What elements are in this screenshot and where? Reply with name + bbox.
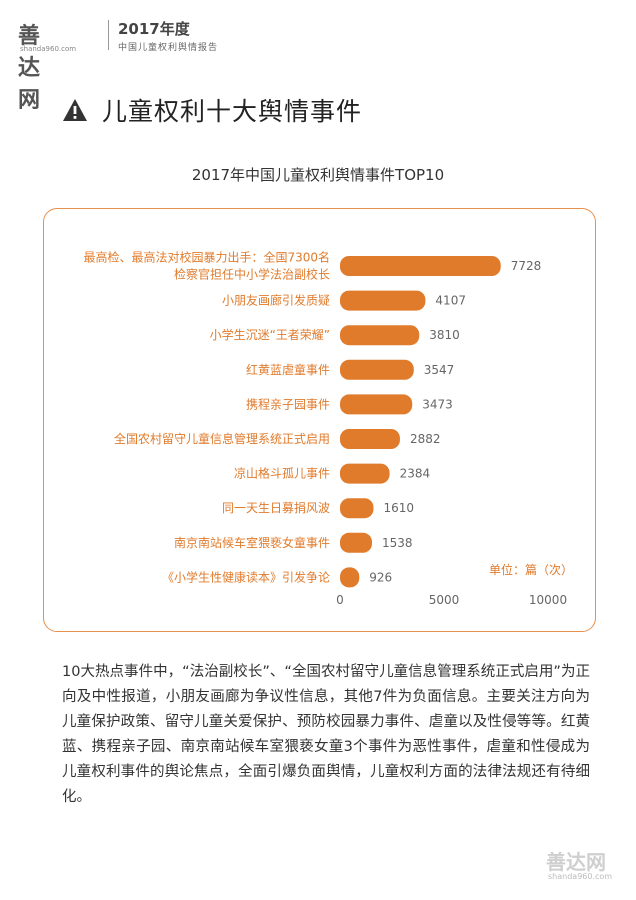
bar xyxy=(340,290,426,311)
value-label: 3810 xyxy=(429,328,460,342)
report-year: 2017年度 xyxy=(118,20,190,38)
category-label: 《小学生性健康读本》引发争论 xyxy=(162,569,330,584)
category-label: 小学生沉迷“王者荣耀” xyxy=(210,327,330,342)
bar xyxy=(340,394,413,415)
header-divider xyxy=(108,20,109,50)
value-label: 4107 xyxy=(435,294,466,308)
value-label: 926 xyxy=(369,570,392,584)
value-label: 3547 xyxy=(424,363,455,377)
footer-logo: 善达网 xyxy=(546,850,606,874)
value-label: 3473 xyxy=(422,397,453,411)
report-subtitle: 中国儿童权利舆情报告 xyxy=(118,43,219,53)
x-tick-label: 5000 xyxy=(429,593,460,607)
unit-label: 单位：篇（次） xyxy=(489,562,573,577)
bar xyxy=(340,532,372,553)
footer-url: shanda960.com xyxy=(548,872,613,881)
category-label: 凉山格斗孤儿事件 xyxy=(234,466,330,481)
bar xyxy=(340,256,501,276)
category-label: 南京南站候车室猥亵女童事件 xyxy=(174,535,330,550)
value-label: 2882 xyxy=(410,432,441,446)
bar xyxy=(340,429,400,449)
bar xyxy=(340,359,414,380)
chart-card xyxy=(43,208,596,632)
category-label: 红黄蓝虐童事件 xyxy=(246,362,330,377)
x-tick-label: 0 xyxy=(336,593,344,607)
value-label: 1610 xyxy=(383,501,414,515)
chart-title: 2017年中国儿童权利舆情事件TOP10 xyxy=(191,166,445,184)
value-label: 1538 xyxy=(382,536,413,550)
summary-paragraph: 10大热点事件中，“法治副校长”、“全国农村留守儿童信息管理系统正式启用”为正向… xyxy=(62,664,590,805)
section-heading: 儿童权利十大舆情事件 xyxy=(62,92,362,128)
brand-logo: 善达网 xyxy=(18,23,42,113)
category-label: 最高检、最高法对校园暴力出手：全国7300名 xyxy=(83,250,330,265)
bar xyxy=(340,498,374,519)
value-label: 7728 xyxy=(511,259,542,273)
brand-url: shanda960.com xyxy=(20,45,77,53)
bar xyxy=(340,567,360,588)
category-label: 小朋友画廊引发质疑 xyxy=(222,293,330,308)
category-label: 同一天生日募捐风波 xyxy=(222,501,330,515)
category-label: 检察官担任中小学法治副校长 xyxy=(174,267,330,282)
bar xyxy=(340,325,420,346)
category-label: 携程亲子园事件 xyxy=(246,396,330,411)
warning-icon xyxy=(63,99,87,121)
section-title: 儿童权利十大舆情事件 xyxy=(102,97,363,126)
value-label: 2384 xyxy=(400,467,431,481)
category-label: 全国农村留守儿童信息管理系统正式启用 xyxy=(114,431,330,446)
x-tick-label: 10000 xyxy=(529,593,567,607)
bar xyxy=(340,463,390,484)
